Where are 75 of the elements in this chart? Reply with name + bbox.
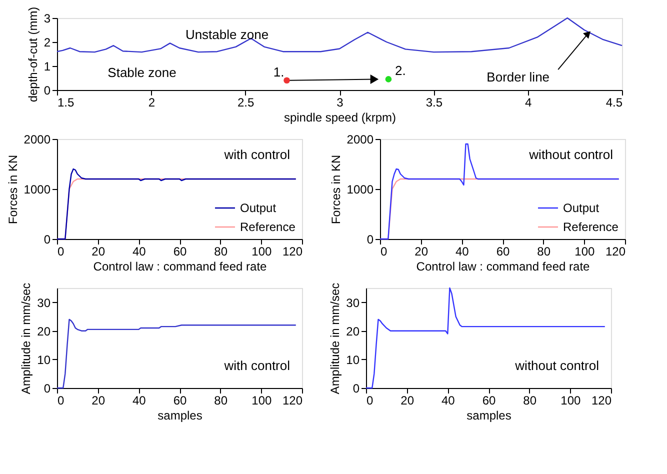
y-axis-title: Amplitude in mm/sec — [19, 282, 34, 394]
x-tick-label: 60 — [173, 394, 187, 408]
y-tick-label: 2000 — [24, 132, 51, 146]
x-tick-label: 20 — [92, 394, 106, 408]
x-tick-label: 80 — [214, 394, 228, 408]
annotation: 1. — [273, 64, 284, 80]
x-tick-label: 40 — [441, 394, 456, 408]
x-tick-label: 100 — [560, 394, 581, 408]
legend-label: Output — [563, 201, 600, 215]
x-tick-label: 0 — [58, 244, 64, 258]
legend-label: Output — [240, 201, 277, 215]
x-tick-label: 60 — [482, 394, 496, 408]
annotation: Border line — [486, 70, 550, 85]
x-tick-label: 2 — [148, 96, 156, 110]
y-axis-title: depth-of-cut (mm) — [26, 6, 40, 102]
x-tick-label: 80 — [523, 394, 537, 408]
x-tick-label: 20 — [92, 244, 106, 258]
x-tick-label: 20 — [414, 244, 428, 258]
x-tick-label: 2.5 — [237, 96, 254, 110]
annotation: without control — [514, 358, 600, 373]
x-tick-label: 100 — [252, 244, 272, 258]
annotation: without control — [528, 147, 614, 162]
annotation: Unstable zone — [185, 27, 269, 42]
x-tick-label: 120 — [591, 394, 612, 408]
x-tick-label: 40 — [132, 244, 146, 258]
x-tick-label: 0 — [58, 394, 64, 408]
y-tick-label: 1000 — [346, 182, 374, 196]
y-tick-label: 0 — [366, 232, 374, 246]
y-tick-label: 2 — [44, 36, 51, 50]
y-tick-label: 20 — [37, 324, 51, 338]
y-tick-label: 10 — [346, 352, 360, 367]
x-tick-label: 120 — [605, 244, 626, 258]
x-tick-label: 120 — [282, 394, 303, 408]
y-tick-label: 3 — [44, 12, 51, 26]
y-tick-label: 1 — [44, 60, 51, 74]
y-tick-label: 0 — [44, 84, 51, 98]
x-tick-label: 3 — [336, 96, 344, 110]
x-axis-title: Control law : command feed rate — [416, 260, 590, 274]
annotation: 2. — [395, 63, 406, 78]
x-axis-title: Control law : command feed rate — [93, 260, 268, 274]
y-tick-label: 2000 — [346, 132, 374, 146]
y-tick-label: 20 — [346, 324, 360, 338]
x-tick-label: 100 — [574, 244, 595, 258]
annotation: with control — [223, 147, 290, 162]
x-tick-label: 80 — [214, 244, 228, 258]
x-tick-label: 60 — [496, 244, 510, 258]
x-axis-title: spindle speed (krpm) — [284, 110, 396, 124]
x-tick-label: 120 — [282, 244, 303, 258]
x-tick-label: 0 — [380, 244, 388, 258]
x-tick-label: 40 — [132, 394, 146, 408]
y-tick-label: 10 — [37, 352, 51, 367]
legend-label: Reference — [563, 220, 619, 234]
y-tick-label: 30 — [346, 296, 360, 310]
x-tick-label: 60 — [173, 244, 187, 258]
annotation: Stable zone — [108, 65, 176, 80]
x-tick-label: 4.5 — [606, 96, 623, 110]
y-tick-label: 0 — [352, 382, 360, 396]
x-tick-label: 1.5 — [58, 96, 75, 110]
y-axis-title: Amplitude in mm/sec — [328, 282, 342, 394]
y-axis-title: Forces in KN — [6, 154, 20, 224]
annotation: with control — [223, 358, 290, 373]
y-tick-label: 0 — [44, 382, 51, 396]
x-axis-title: samples — [466, 408, 512, 422]
x-tick-label: 3.5 — [426, 96, 443, 110]
x-tick-label: 40 — [455, 244, 470, 258]
y-tick-label: 0 — [44, 232, 51, 246]
y-tick-label: 30 — [37, 296, 51, 310]
x-tick-label: 100 — [252, 394, 272, 408]
legend-label: Reference — [240, 220, 296, 234]
x-tick-label: 80 — [537, 244, 551, 258]
y-axis-title: Forces in KN — [328, 154, 343, 224]
y-tick-label: 1000 — [24, 182, 51, 196]
x-tick-label: 20 — [400, 394, 414, 408]
x-axis-title: samples — [158, 408, 202, 422]
x-tick-label: 4 — [524, 96, 532, 110]
